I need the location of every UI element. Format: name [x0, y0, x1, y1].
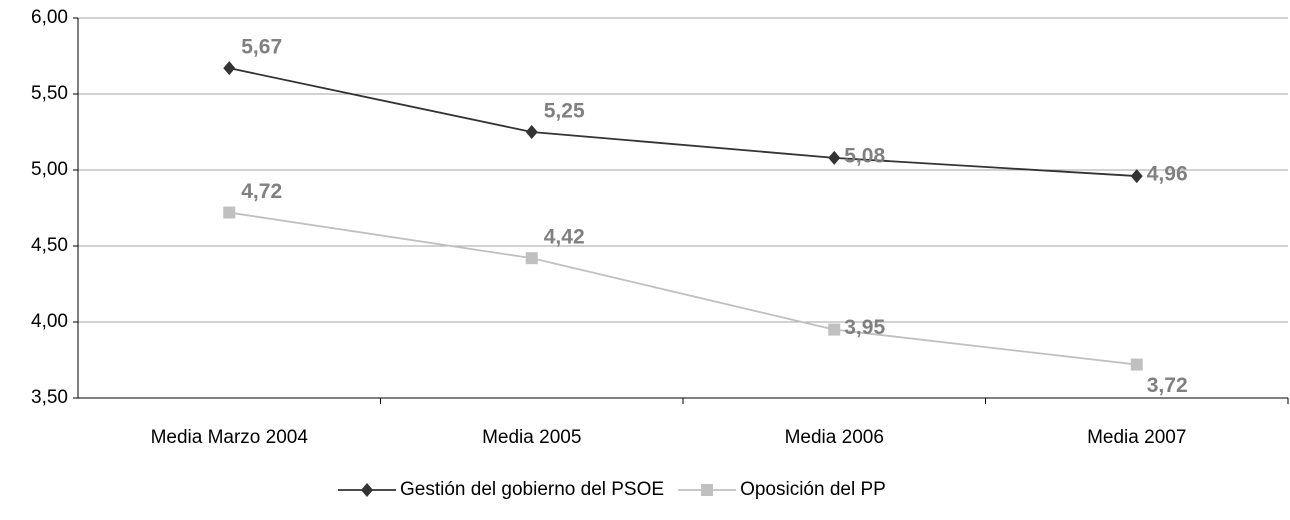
- legend-marker: [361, 483, 373, 497]
- series-line: [229, 67, 1137, 177]
- data-point: [223, 206, 236, 219]
- value-label: 5,08: [844, 144, 885, 167]
- x-tick-label: Media 2005: [482, 427, 581, 448]
- y-tick-label: 5,50: [31, 83, 68, 104]
- y-tick-label: 6,00: [31, 7, 68, 28]
- series-line: [229, 211, 1137, 366]
- data-point: [525, 125, 538, 139]
- value-label: 4,42: [544, 226, 585, 249]
- legend-marker: [701, 484, 714, 496]
- x-tick-label: Media 2006: [785, 427, 884, 448]
- legend-label: Gestión del gobierno del PSOE: [400, 479, 664, 500]
- y-tick-label: 4,50: [31, 235, 68, 256]
- x-tick-label: Media Marzo 2004: [151, 427, 309, 448]
- value-label: 3,72: [1147, 374, 1188, 397]
- y-tick-label: 4,00: [31, 311, 68, 332]
- data-point: [828, 323, 841, 336]
- data-point: [1130, 358, 1143, 371]
- value-label: 4,72: [241, 180, 282, 203]
- value-label: 5,25: [544, 100, 585, 123]
- x-tick-label: Media 2007: [1087, 427, 1186, 448]
- data-point: [223, 61, 236, 76]
- data-point: [1130, 169, 1143, 184]
- value-label: 4,96: [1147, 163, 1188, 186]
- value-label: 5,67: [241, 36, 282, 59]
- y-tick-label: 3,50: [31, 387, 68, 408]
- value-label: 3,95: [844, 316, 885, 339]
- y-tick-label: 5,00: [31, 159, 68, 180]
- data-point: [828, 150, 841, 165]
- legend-label: Oposición del PP: [740, 479, 886, 500]
- data-point: [525, 252, 538, 265]
